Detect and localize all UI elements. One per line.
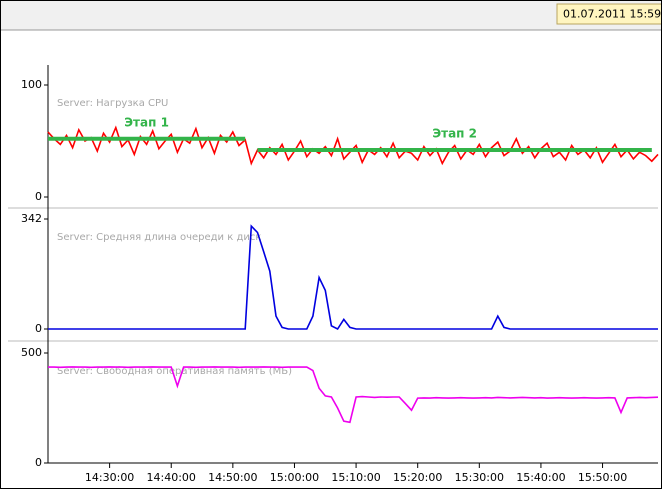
stage-label: Этап 2 [432,126,477,140]
x-tick-label: 14:50:00 [208,471,257,484]
header-bar [0,0,662,30]
y-tick-label: 0 [35,322,42,335]
series-line [48,366,659,424]
timestamp: 01.07.2011 15:59: [563,8,662,21]
timestamp-box [556,3,662,25]
y-tick-label: 342 [21,212,42,225]
x-tick-label: 15:30:00 [455,471,504,484]
series-line [48,224,658,331]
y-tick-label: 0 [35,456,42,469]
y-tick-label: 0 [35,190,42,203]
x-tick-label: 15:10:00 [331,471,380,484]
panel-label: Server: Свободная оперативная память (МБ… [57,366,292,377]
x-tick-label: 15:20:00 [393,471,442,484]
x-tick-label: 14:30:00 [85,471,134,484]
panel-label: Server: Нагрузка CPU [57,98,168,109]
x-tick-label: 14:40:00 [147,471,196,484]
panel-label: Server: Средняя длина очереди к диск [57,232,261,243]
stage-label: Этап 1 [124,115,169,129]
y-tick-label: 100 [21,78,42,91]
x-tick-label: 15:50:00 [578,471,627,484]
x-tick-label: 15:00:00 [270,471,319,484]
x-tick-label: 15:40:00 [516,471,565,484]
y-tick-label: 500 [21,346,42,359]
